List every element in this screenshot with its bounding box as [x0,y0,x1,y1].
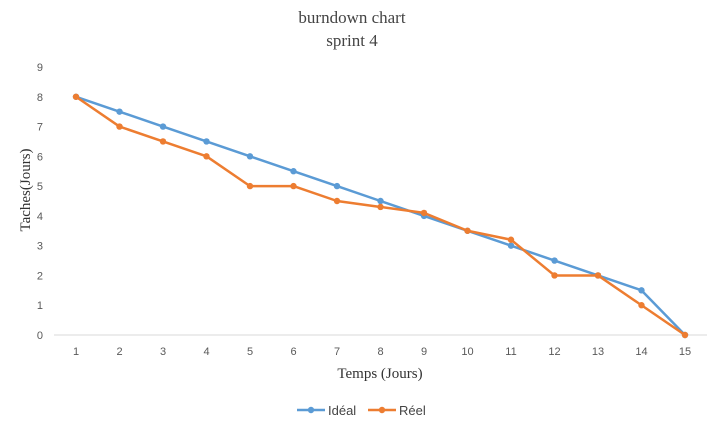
x-tick-label: 2 [116,346,122,358]
x-tick-label: 6 [290,346,296,358]
x-tick-label: 13 [592,346,604,358]
legend: Idéal Réel [297,403,426,418]
x-tick-label: 10 [461,346,473,358]
data-point-reel [638,302,645,309]
data-point-reel [681,331,689,339]
legend-marker-reel [378,406,386,414]
x-axis-ticks: 1 2 3 4 5 6 7 8 9 10 11 12 13 14 15 [73,346,691,358]
legend-marker-ideal [307,406,315,414]
data-point-reel [246,182,254,190]
data-point-ideal [507,242,515,249]
x-tick-label: 8 [377,346,383,358]
series-line-reel [74,95,687,337]
data-point-reel [464,227,471,234]
chart-title: burndown chart [298,8,405,27]
legend-label-reel: Réel [399,403,426,418]
data-point-reel [159,138,167,145]
y-tick-label: 7 [37,122,43,134]
y-tick-label: 3 [37,241,43,253]
data-point-ideal [551,257,558,264]
y-axis-ticks: 0 1 2 3 4 5 6 7 8 9 [37,62,43,342]
x-tick-label: 5 [247,346,253,358]
y-tick-label: 4 [37,211,43,223]
data-point-ideal [290,168,297,175]
data-point-reel [377,203,384,211]
y-tick-label: 0 [37,330,43,342]
x-tick-label: 9 [421,346,427,358]
chart-subtitle: sprint 4 [326,31,378,50]
data-point-reel [420,209,428,217]
y-tick-label: 2 [37,270,43,282]
y-tick-label: 9 [37,62,43,74]
series-layer [72,93,689,339]
data-point-reel [507,236,515,243]
data-point-ideal [116,108,123,115]
data-point-ideal [333,182,341,190]
series-line-ideal [74,95,687,337]
data-point-ideal [246,153,254,160]
data-point-ideal [159,123,167,130]
x-tick-label: 1 [73,346,79,358]
y-tick-label: 1 [37,300,43,312]
data-point-reel [203,153,210,160]
x-tick-label: 4 [203,346,209,358]
data-point-ideal [377,197,384,205]
x-axis-label: Temps (Jours) [337,366,422,382]
data-point-reel [116,123,123,130]
data-point-reel [290,182,297,190]
data-point-reel [594,272,602,279]
data-point-reel [72,93,80,100]
y-tick-label: 6 [37,151,43,163]
x-tick-label: 7 [334,346,340,358]
x-tick-label: 3 [160,346,166,358]
data-point-reel [333,197,341,205]
x-tick-label: 11 [505,346,516,358]
x-tick-label: 12 [548,346,560,358]
data-point-ideal [203,138,210,145]
x-tick-label: 14 [635,346,647,358]
y-tick-label: 8 [37,92,43,104]
x-tick-label: 15 [679,346,691,358]
data-point-reel [551,272,558,279]
data-point-ideal [638,287,645,294]
y-axis-label: Taches(Jours) [18,148,34,231]
y-tick-label: 5 [37,181,43,193]
legend-label-ideal: Idéal [328,403,356,418]
